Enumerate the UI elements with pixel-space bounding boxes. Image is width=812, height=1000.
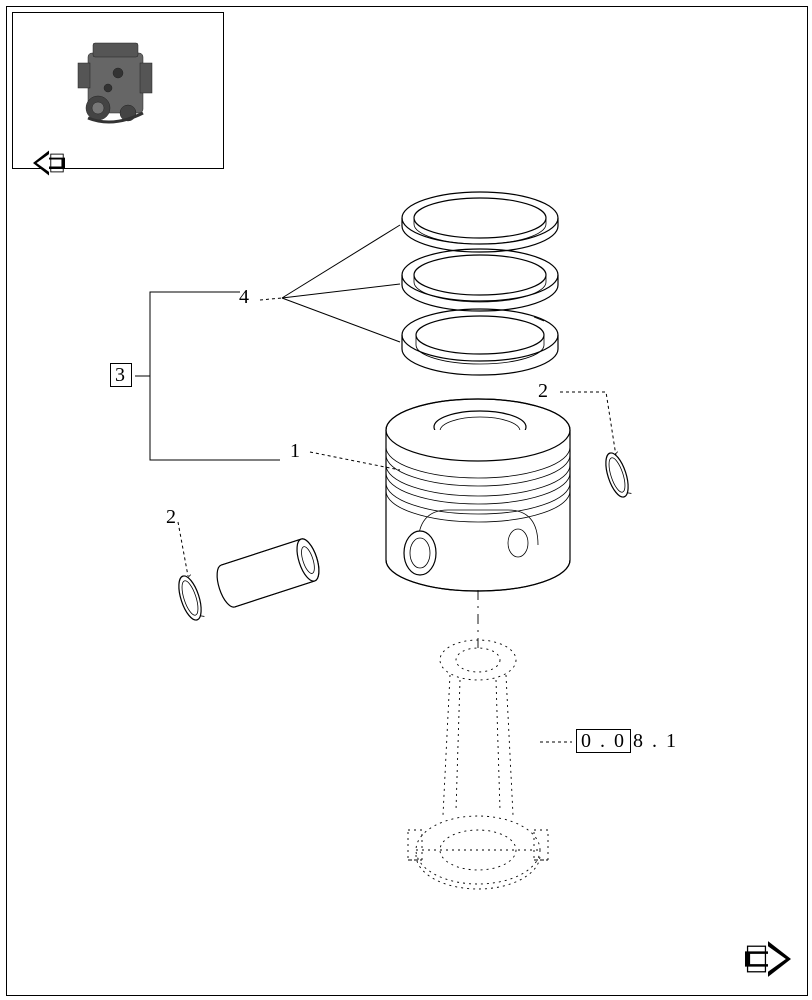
callout-connrod-rest: 8 . 1 (633, 730, 678, 752)
callout-2-right: 2 (538, 380, 550, 403)
page-next-icon (742, 936, 794, 982)
callout-connrod-box: 0 . 0 (576, 729, 631, 753)
callout-4: 4 (239, 286, 251, 309)
callout-connrod: 0 . 08 . 1 (576, 730, 678, 753)
page-nav-icon (31, 147, 67, 179)
callout-2-left: 2 (166, 506, 178, 529)
callout-3-box: 3 (110, 363, 132, 387)
callout-1: 1 (290, 440, 302, 463)
engine-thumbnail (58, 23, 178, 143)
callout-3-boxed: 3 (110, 364, 132, 387)
thumbnail-box (12, 12, 224, 169)
